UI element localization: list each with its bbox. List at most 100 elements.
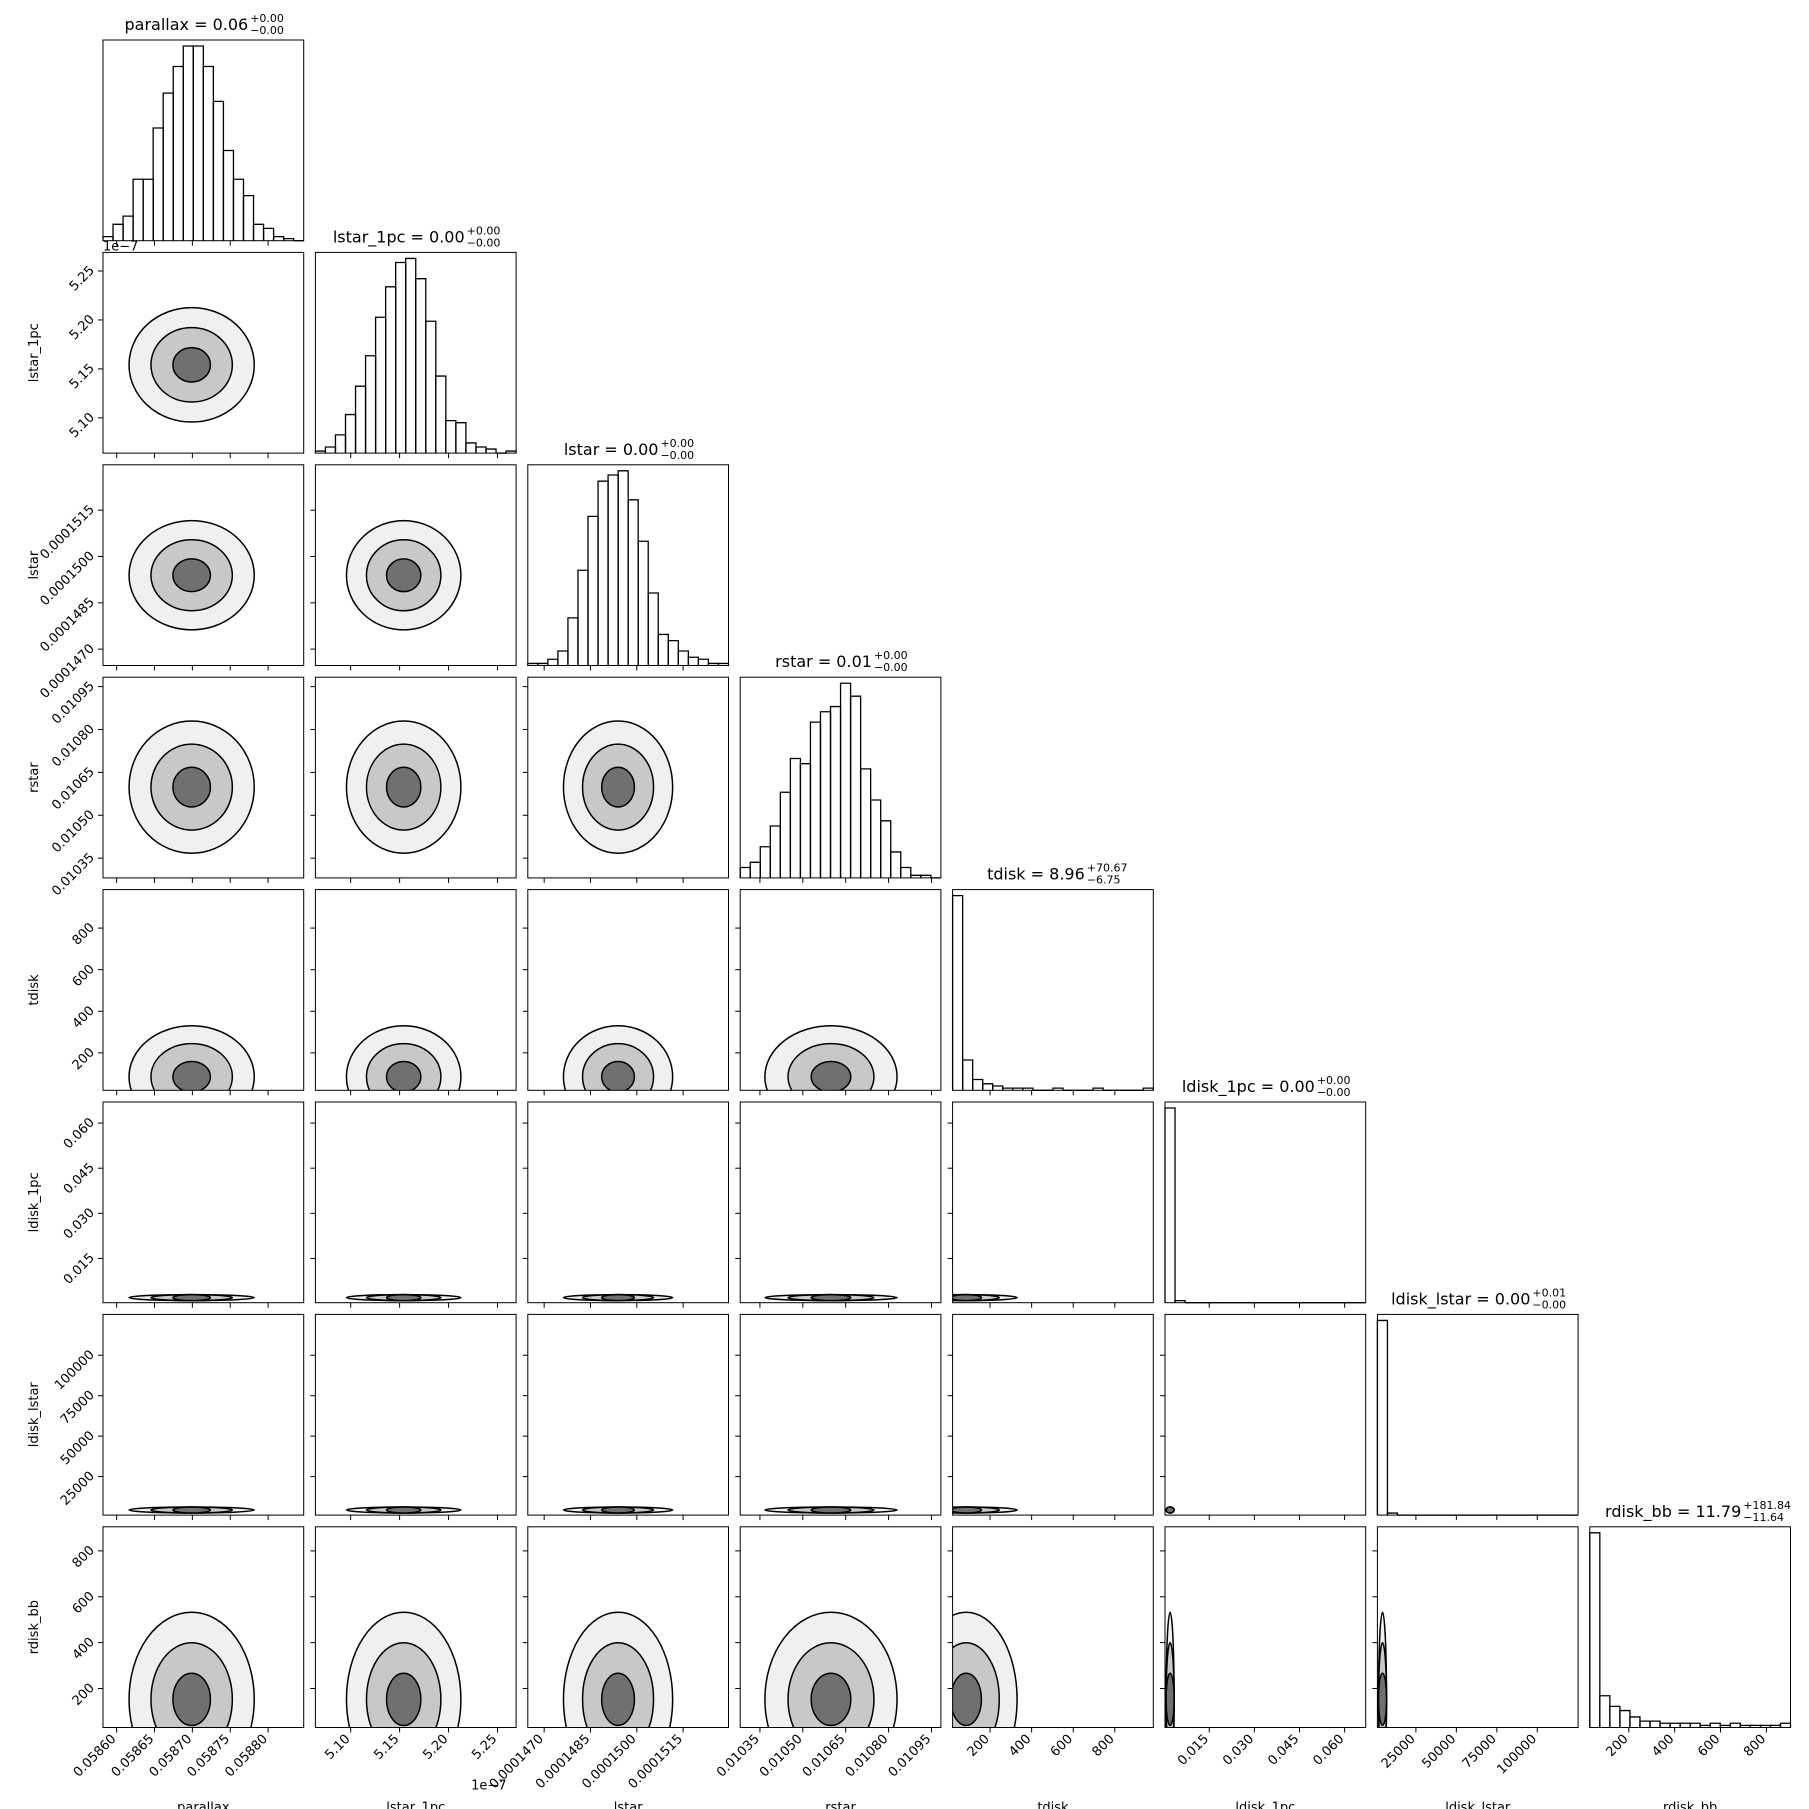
panel-title: parallax = 0.06 [124,15,248,34]
y-tick-label: 75000 [58,1388,98,1428]
x-axis-label: rstar [825,1801,856,1809]
x-offset-text: 1e−7 [471,1779,506,1794]
histogram-bin [667,639,679,666]
contour [385,1060,422,1091]
contour [600,1060,636,1091]
panel: 200 400 600 800 [947,1526,1154,1760]
histogram-bin [142,178,154,241]
density [764,1611,898,1728]
panel-frame [739,889,942,1091]
y-tick-label: 5.20 [67,312,98,343]
title-lower-error: −0.00 [660,449,694,462]
panel-frame [1589,1526,1792,1729]
histogram-bin [1659,1722,1671,1728]
x-tick-label: 25000 [1379,1732,1419,1772]
contour [385,558,422,593]
panel-frame [527,1526,729,1729]
histogram-bin [849,695,862,878]
panel [522,1313,729,1521]
histogram-bin [485,448,497,454]
panel: lstar = 0.00 +0.00−0.00 [527,437,730,671]
x-tick-label: 200 [1603,1732,1631,1760]
density [345,1025,462,1091]
contour [810,1506,852,1514]
panel: ldisk_1pc = 0.00 +0.00−0.00 [1164,1074,1367,1308]
panel-title: ldisk_lstar = 0.00 [1391,1289,1530,1309]
y-axis-label: ldisk_lstar [27,1382,42,1448]
panel-frame [102,889,305,1091]
histogram-bin [364,355,377,454]
histogram-bin [567,617,579,666]
histogram-bin [961,1059,974,1091]
density [128,1506,256,1514]
histogram-bin [1022,1087,1034,1091]
x-tick-label: 0.030 [1220,1732,1257,1769]
y-tick-label: 800 [70,1543,98,1571]
histogram-bin [132,178,144,241]
x-tick-label: 800 [1741,1732,1769,1760]
panel-frame [314,1101,517,1304]
title-upper-error: +0.00 [1317,1074,1351,1087]
histogram-bin [890,851,902,878]
density [562,720,674,854]
histogram-bin [779,791,792,878]
panel: 200 400 600 800 [70,889,305,1096]
histogram-bin [951,894,964,1091]
x-tick-label: 0.01095 [886,1732,935,1781]
y-tick-label: 5.15 [67,361,98,392]
density [345,1611,462,1728]
histogram-bin [759,846,771,878]
histogram-bin [920,874,932,878]
density [764,1025,898,1091]
x-tick-label: 5.10 [322,1732,353,1763]
panel-frame [739,1101,942,1304]
panel-frame [314,464,517,666]
panel: lstar_1pc = 0.00 +0.00−0.00 [314,224,517,459]
panel-frame [314,1313,517,1516]
histogram-bin [1709,1722,1721,1728]
panel-title: rdisk_bb = 11.79 [1605,1502,1741,1522]
density [1377,1611,1388,1728]
histogram-bin [152,127,164,241]
panel-frame [102,251,305,454]
density [562,1506,674,1514]
histogram-bin [739,866,751,878]
y-tick-label: 0.01035 [49,850,98,899]
density [562,1611,674,1728]
x-axis-label: ldisk_lstar [1445,1801,1511,1809]
title-upper-error: +0.00 [874,649,908,662]
title-lower-error: −0.00 [1532,1298,1566,1311]
x-tick-label: 0.015 [1175,1732,1212,1769]
y-offset-text: 1e−7 [103,239,138,254]
y-tick-label: 0.01065 [49,765,98,814]
histogram-bin [677,650,690,666]
panel-frame [102,1526,305,1729]
x-axis-label: tdisk [1037,1801,1069,1809]
density [1165,1506,1175,1514]
panel-frame [527,464,729,666]
contour [600,1293,636,1302]
histogram-bin [192,45,204,241]
density [562,1293,674,1302]
histogram-bin [1174,1300,1186,1303]
y-tick-label: 0.01050 [49,808,98,857]
density [1165,1611,1175,1728]
histogram-bin [617,470,629,666]
histogram-bin [202,65,215,241]
density [345,1506,462,1514]
density [345,1293,462,1302]
histogram-bin [1639,1720,1651,1728]
contour [600,1506,636,1514]
histogram-bin [657,633,669,666]
histogram-bin [112,223,124,241]
panel-frame [952,1313,1154,1516]
panel-title: lstar_1pc = 0.00 [333,227,465,247]
contour [385,1672,422,1727]
histogram-bin [829,705,842,878]
y-axis-label: lstar [27,550,42,579]
histogram-bin [819,711,832,878]
contour [172,558,212,593]
